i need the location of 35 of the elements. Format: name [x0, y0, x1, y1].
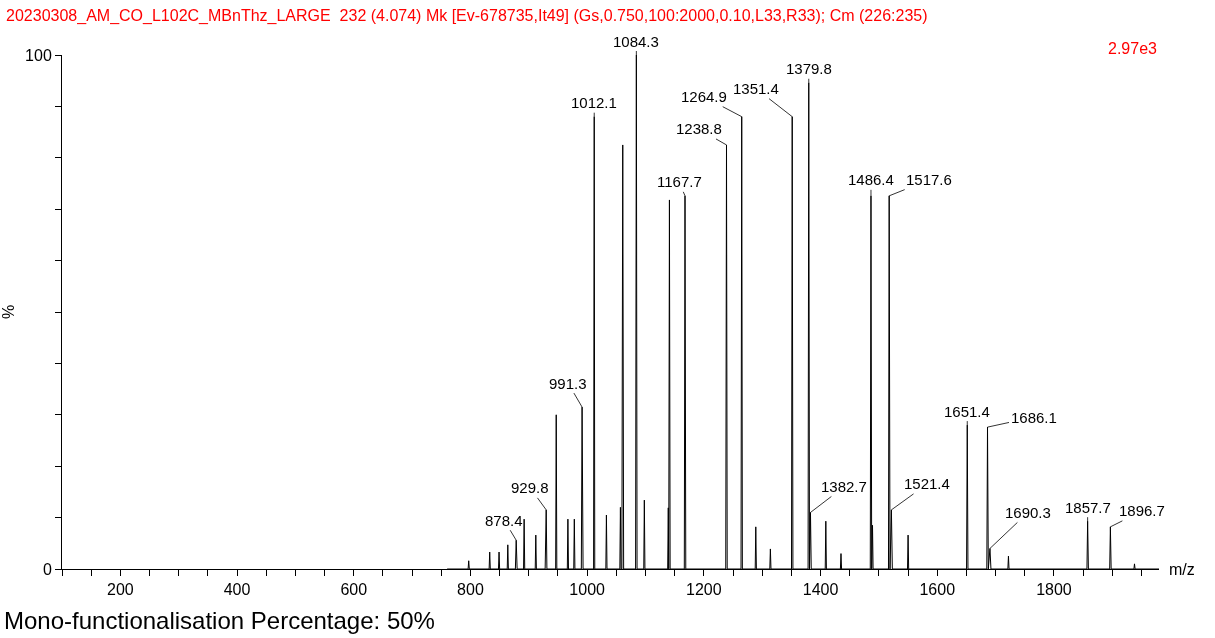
chart-title: 20230308_AM_CO_L102C_MBnThz_LARGE 232 (4.074) Mk [Ev-678735,It49] (Gs,0.750,100:2000,0.10,L33,R33); Cm (226:235) [6, 6, 928, 25]
annotation: 1690.3 [1005, 504, 1051, 521]
annotation: 991.3 [549, 375, 587, 392]
y-tick-label: 0 [42, 560, 52, 578]
x-tick-label: 1400 [802, 581, 839, 599]
y-axis-title: % [0, 304, 17, 320]
x-tick-label: 1200 [686, 581, 722, 599]
x-tick-label: 200 [107, 581, 134, 599]
annotation: 929.8 [511, 479, 549, 496]
x-tick-label: 1600 [919, 581, 956, 599]
x-tick-label: 1000 [569, 581, 606, 599]
annotation: 1379.8 [786, 60, 832, 77]
annotation: 1521.4 [904, 475, 950, 492]
annotation: 1351.4 [733, 80, 779, 97]
annotation: 1264.9 [681, 88, 727, 105]
annotation: 1896.7 [1119, 502, 1165, 519]
annotation: 1686.1 [1011, 409, 1057, 426]
annotation: 1084.3 [613, 33, 659, 50]
annotation: 1012.1 [571, 94, 617, 111]
annotation: 1167.7 [657, 173, 702, 190]
x-tick-label: 400 [223, 581, 251, 599]
annotation: 1382.7 [821, 478, 867, 495]
annotation: 878.4 [485, 512, 523, 529]
text: Mono-functionalisation Percentage: 50% [4, 607, 435, 634]
annotation: 1486.4 [848, 171, 894, 188]
annotation: 2.97e3 [1108, 40, 1158, 57]
x-tick-label: 600 [340, 581, 368, 599]
annotation: 1238.8 [676, 120, 722, 137]
x-tick-label: 800 [457, 581, 484, 599]
annotation: 1651.4 [944, 403, 990, 420]
annotation: 1857.7 [1065, 499, 1111, 516]
y-tick-label: 100 [25, 46, 52, 64]
annotation: 1517.6 [906, 171, 952, 188]
x-tick-label: 1800 [1036, 581, 1072, 599]
x-axis-title: m/z [1169, 561, 1195, 578]
